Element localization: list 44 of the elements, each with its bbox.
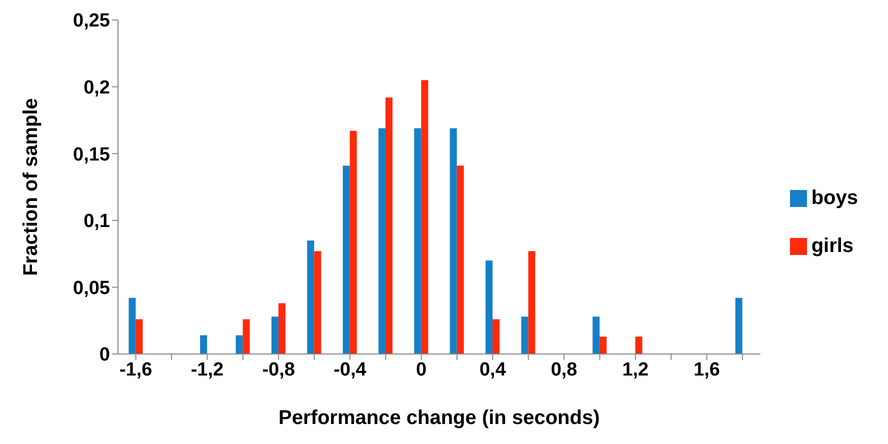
bar: [307, 240, 314, 354]
y-tick-label: 0,05: [73, 278, 110, 299]
bar: [600, 336, 607, 354]
legend-label: boys: [811, 187, 858, 209]
bar: [421, 80, 428, 354]
bar: [378, 128, 386, 354]
bar: [635, 336, 642, 354]
bar: [242, 319, 250, 354]
bar: [136, 319, 143, 354]
bar: [278, 303, 286, 354]
bar: [271, 316, 278, 354]
x-tick-label: 0,8: [550, 359, 578, 380]
legend-label: girls: [811, 235, 854, 257]
bar: [414, 128, 422, 354]
y-axis-title: Fraction of sample: [20, 98, 42, 276]
bar: [350, 130, 357, 354]
bar: [450, 128, 457, 354]
y-tick-label: 0,25: [73, 10, 110, 32]
x-tick-label: 1,2: [622, 359, 649, 380]
bar: [128, 298, 136, 354]
x-tick-label: 0: [416, 359, 427, 380]
bar: [342, 166, 350, 354]
y-tick-label: 0,2: [84, 78, 110, 99]
bar: [528, 251, 536, 354]
x-tick-label: -1,2: [190, 359, 224, 380]
bar: [592, 316, 600, 354]
bar: [492, 319, 500, 354]
bar: [314, 251, 322, 354]
bar: [735, 298, 742, 354]
bar: [236, 335, 243, 354]
bar: [486, 260, 493, 354]
x-tick-label: 0,4: [479, 359, 506, 380]
x-tick-label: -0,8: [262, 359, 295, 380]
y-tick-label: 0: [99, 344, 110, 366]
y-tick-label: 0,1: [84, 211, 110, 232]
bar: [200, 335, 208, 354]
bar: [521, 316, 528, 354]
x-tick-label: -0,4: [334, 359, 367, 380]
x-axis-title: Performance change (in seconds): [278, 407, 600, 430]
bar: [385, 97, 392, 354]
x-tick-label: -1,6: [119, 359, 152, 380]
bar: [456, 166, 464, 354]
x-tick-label: 1,6: [694, 359, 720, 380]
y-tick-label: 0,15: [73, 144, 110, 166]
